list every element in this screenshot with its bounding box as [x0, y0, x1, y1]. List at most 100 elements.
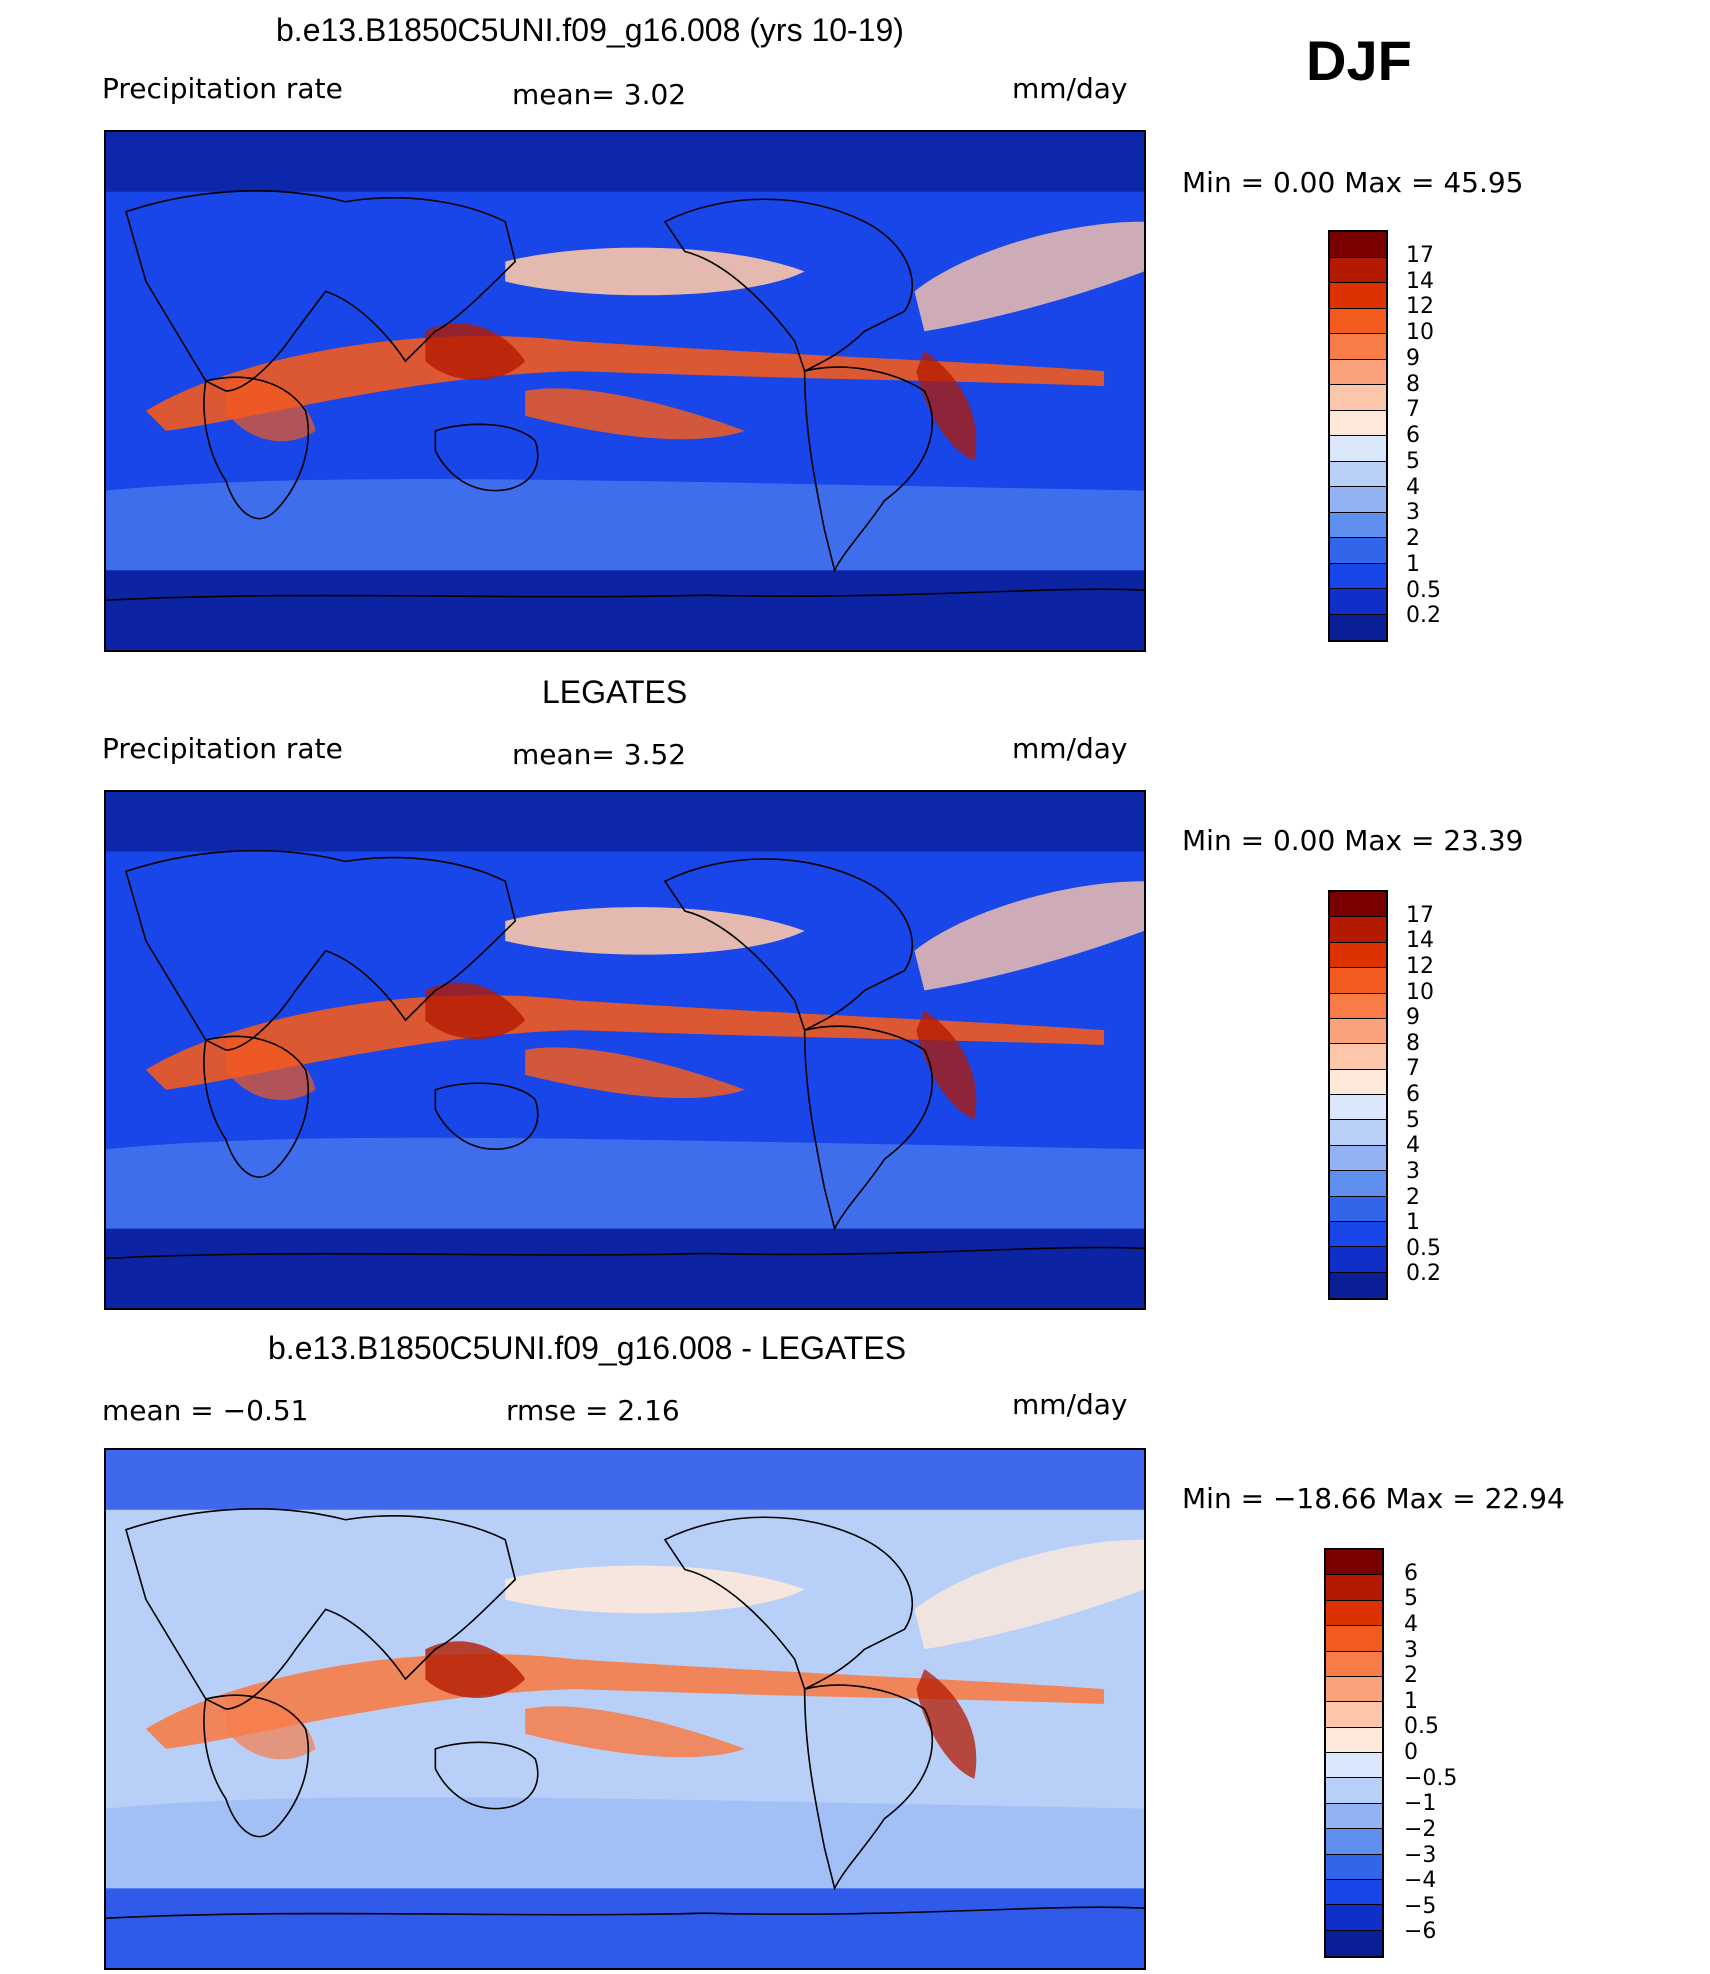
colorbar-swatch	[1326, 1905, 1382, 1931]
panel-title: b.e13.B1850C5UNI.f09_g16.008 (yrs 10-19)	[276, 12, 904, 48]
africa-core	[225, 1037, 316, 1101]
colorbar-swatch	[1330, 410, 1386, 436]
colorbar-tick-label: 6	[1406, 1082, 1420, 1107]
panel-title: LEGATES	[542, 674, 688, 710]
mean-label: mean= 3.52	[512, 738, 687, 771]
colorbar-tick-label: 9	[1406, 345, 1420, 371]
colorbar-swatch	[1326, 1575, 1382, 1601]
colorbar-swatch	[1330, 917, 1386, 943]
colorbar-swatch	[1330, 283, 1386, 309]
colorbar-swatch	[1326, 1626, 1382, 1652]
colorbar-tick-label: 10	[1406, 979, 1434, 1005]
spcz-band	[525, 1706, 745, 1758]
atlantic-storm-track	[914, 881, 1144, 991]
coastline	[106, 1906, 1144, 1919]
units-label: mm/day	[1012, 72, 1128, 105]
colorbar-tick-label: 2	[1406, 1184, 1420, 1210]
colorbar-swatch	[1330, 1018, 1386, 1045]
coastline	[803, 1684, 934, 1891]
colorbar-swatch	[1330, 512, 1386, 538]
coastline	[663, 1516, 914, 1691]
colorbar-tick-label: 8	[1406, 1030, 1420, 1056]
min-max-label: Min = 0.00 Max = 45.95	[1182, 166, 1524, 199]
colorbar-tick-label: 5	[1406, 448, 1420, 474]
amazon-core	[916, 1010, 977, 1120]
units-label: mm/day	[1012, 732, 1128, 765]
colorbar-swatch	[1326, 1829, 1382, 1855]
colorbar	[1324, 1548, 1384, 1958]
colorbar-swatch	[1330, 589, 1386, 615]
colorbar	[1328, 890, 1388, 1300]
coastline	[203, 376, 310, 520]
colorbar-swatch	[1330, 232, 1386, 258]
colorbar-tick-label: 0.5	[1406, 577, 1441, 603]
colorbar-tick-label: 1	[1406, 551, 1420, 577]
polar-band-south	[106, 1228, 1144, 1308]
storm-track-south	[106, 1137, 1144, 1229]
colorbar-tick-label: 14	[1406, 928, 1434, 954]
colorbar-swatch	[1330, 614, 1386, 640]
colorbar-swatch	[1326, 1550, 1382, 1576]
atlantic-storm-track	[914, 1539, 1144, 1650]
min-max-label: Min = −18.66 Max = 22.94	[1182, 1482, 1565, 1515]
coastline	[803, 366, 934, 573]
atlantic-storm-track	[914, 221, 1144, 332]
coastline	[124, 1508, 517, 1710]
colorbar-swatch	[1330, 1145, 1386, 1172]
storm-track-south	[106, 1797, 1144, 1889]
amazon-core	[916, 351, 977, 461]
colorbar-tick-label: 4	[1406, 474, 1420, 500]
polar-band-south	[106, 1888, 1144, 1968]
coastline	[663, 858, 914, 1032]
colorbar-swatch	[1330, 563, 1386, 589]
polar-band-north	[106, 132, 1144, 192]
colorbar-swatch	[1326, 1879, 1382, 1906]
colorbar-tick-label: −0.5	[1404, 1765, 1458, 1791]
storm-track-south	[106, 479, 1144, 571]
colorbar-tick-label: 14	[1406, 268, 1434, 294]
coastline	[124, 190, 517, 392]
mean-label: mean = −0.51	[102, 1394, 309, 1427]
precip-map	[104, 790, 1146, 1310]
colorbar-swatch	[1326, 1930, 1382, 1956]
map-canvas	[106, 132, 1144, 650]
variable-label: Precipitation rate	[102, 732, 343, 765]
colorbar-swatch	[1326, 1702, 1382, 1728]
colorbar-swatch	[1330, 1044, 1386, 1070]
colorbar-swatch	[1330, 993, 1386, 1019]
africa-core	[225, 1696, 316, 1760]
mean-label: mean= 3.02	[512, 78, 687, 111]
itcz-band	[145, 335, 1105, 431]
coastline	[434, 1082, 539, 1151]
colorbar-swatch	[1330, 1221, 1386, 1248]
colorbar-tick-label: −4	[1404, 1868, 1437, 1894]
colorbar-tick-label: 5	[1406, 1107, 1420, 1133]
coastline	[663, 198, 914, 373]
colorbar-tick-label: 2	[1404, 1663, 1418, 1689]
colorbar-tick-label: 12	[1406, 953, 1434, 979]
units-label: mm/day	[1012, 1388, 1128, 1421]
colorbar-tick-label: 12	[1406, 294, 1434, 320]
variable-label: Precipitation rate	[102, 72, 343, 105]
colorbar-swatch	[1330, 487, 1386, 513]
colorbar-tick-label: 6	[1406, 423, 1420, 448]
colorbar-tick-label: 17	[1406, 902, 1434, 928]
colorbar-tick-label: 6	[1404, 1560, 1418, 1586]
colorbar-swatch	[1330, 385, 1386, 411]
season-label: DJF	[1306, 29, 1412, 92]
colorbar-tick-label: 1	[1404, 1688, 1418, 1714]
coastline	[203, 1694, 310, 1838]
colorbar-swatch	[1330, 1171, 1386, 1197]
coastline	[434, 1741, 539, 1810]
colorbar-tick-label: 5	[1404, 1586, 1418, 1612]
precip-map	[104, 130, 1146, 652]
colorbar-tick-label: 0.5	[1406, 1235, 1441, 1261]
coastline	[106, 588, 1144, 601]
map-canvas	[106, 1450, 1144, 1968]
colorbar-swatch	[1330, 359, 1386, 385]
coastline	[803, 1025, 934, 1231]
colorbar-tick-label: 2	[1406, 526, 1420, 551]
colorbar-tick-label: 7	[1406, 397, 1420, 423]
colorbar-tick-label: −6	[1404, 1919, 1437, 1945]
colorbar-tick-label: 0	[1404, 1740, 1418, 1765]
